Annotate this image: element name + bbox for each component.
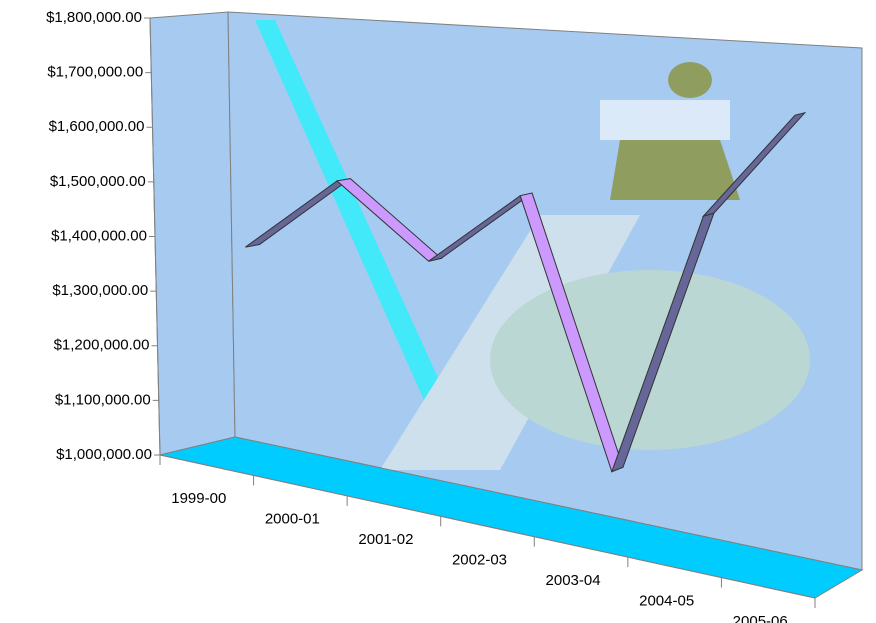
x-tick-label: 2001-02 [358, 531, 413, 548]
x-tick-label: 2005-06 [733, 613, 788, 623]
y-tick-label: $1,400,000.00 [51, 227, 147, 244]
y-tick-label: $1,000,000.00 [56, 446, 152, 463]
y-tick-label: $1,200,000.00 [54, 337, 150, 354]
line-segment [701, 111, 807, 218]
x-tick-label: 2000-01 [265, 511, 320, 528]
y-tick-label: $1,700,000.00 [47, 64, 143, 81]
x-tick-label: 1999-00 [171, 490, 226, 507]
x-tick-label: 2003-04 [546, 572, 601, 589]
x-axis [159, 454, 816, 599]
y-tick-label: $1,800,000.00 [46, 9, 142, 26]
y-tick-label: $1,500,000.00 [50, 173, 146, 190]
y-tick-label: $1,100,000.00 [55, 391, 151, 408]
y-tick-label: $1,300,000.00 [52, 282, 148, 299]
x-tick-label: 2002-03 [452, 551, 507, 568]
y-tick-label: $1,600,000.00 [49, 118, 145, 135]
left-wall [149, 11, 236, 456]
x-tick-label: 2004-05 [639, 592, 694, 609]
